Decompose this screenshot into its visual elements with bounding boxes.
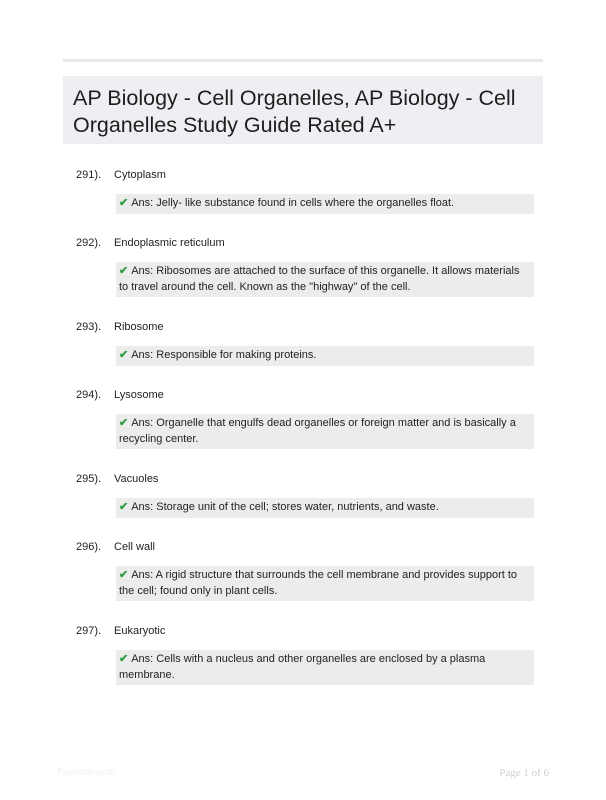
answer-box: ✔ Ans: Storage unit of the cell; stores w… [116, 498, 534, 518]
answer-box: ✔ Ans: A rigid structure that surrounds t… [116, 566, 534, 601]
checkmark-icon: ✔ [119, 653, 129, 665]
question-term: Endoplasmic reticulum [114, 237, 225, 249]
answer-box: ✔ Ans: Ribosomes are attached to the surf… [116, 262, 534, 297]
answer-text: Ans: Storage unit of the cell; stores wa… [131, 501, 439, 513]
checkmark-icon: ✔ [119, 265, 129, 277]
title-banner: AP Biology - Cell Organelles, AP Biology… [63, 76, 543, 144]
answer-box: ✔ Ans: Organelle that engulfs dead organe… [116, 414, 534, 449]
question-number: 295). [76, 473, 102, 485]
question-number: 291). [76, 169, 102, 181]
answer-box: ✔ Ans: Cells with a nucleus and other org… [116, 650, 534, 685]
answer-text: Ans: Cells with a nucleus and other orga… [119, 653, 486, 681]
question-number: 293). [76, 321, 102, 333]
answer-text: Ans: Jelly- like substance found in cell… [131, 197, 455, 209]
page-title: AP Biology - Cell Organelles, AP Biology… [73, 86, 516, 137]
question-number: 297). [76, 625, 102, 637]
checkmark-icon: ✔ [119, 349, 129, 361]
checkmark-icon: ✔ [119, 569, 129, 581]
answer-box: ✔ Ans: Jelly- like substance found in cel… [116, 194, 534, 214]
answer-text: Ans: A rigid structure that surrounds th… [119, 569, 518, 597]
question-term: Cytoplasm [114, 169, 166, 181]
question-term: Vacuoles [114, 473, 159, 485]
checkmark-icon: ✔ [119, 197, 129, 209]
checkmark-icon: ✔ [119, 417, 129, 429]
footer-watermark: Papertitle.com [57, 767, 116, 778]
top-divider [63, 59, 543, 62]
checkmark-icon: ✔ [119, 501, 129, 513]
question-number: 294). [76, 389, 102, 401]
question-term: Lysosome [114, 389, 164, 401]
question-term: Ribosome [114, 321, 164, 333]
page-number: Page 1 of 6 [499, 767, 549, 779]
answer-text: Ans: Organelle that engulfs dead organel… [119, 417, 516, 445]
answer-text: Ans: Ribosomes are attached to the surfa… [119, 265, 520, 293]
question-number: 292). [76, 237, 102, 249]
answer-box: ✔ Ans: Responsible for making proteins. [116, 346, 534, 366]
question-number: 296). [76, 541, 102, 553]
question-term: Cell wall [114, 541, 155, 553]
question-term: Eukaryotic [114, 625, 166, 637]
answer-text: Ans: Responsible for making proteins. [131, 349, 317, 361]
